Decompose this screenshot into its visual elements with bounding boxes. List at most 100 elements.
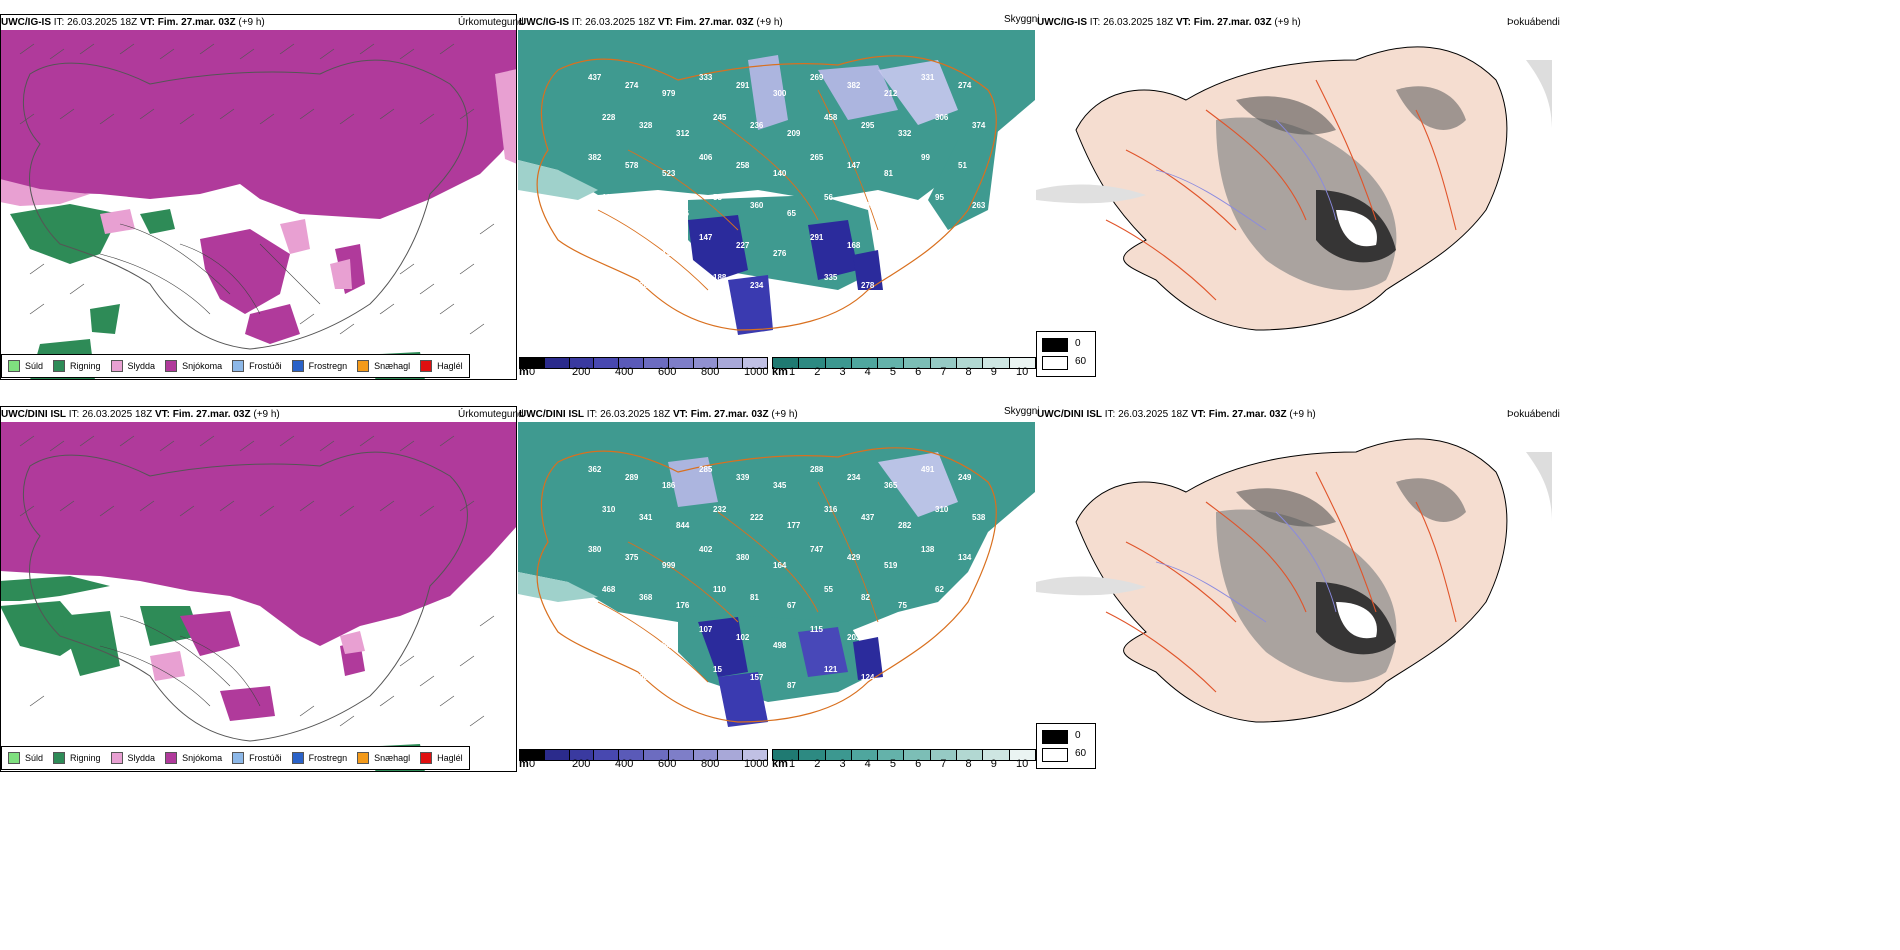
- legend-swatch: [53, 360, 66, 372]
- legend-swatch: [232, 360, 245, 372]
- visibility-value: 110: [713, 585, 726, 594]
- legend-item: Snæhagl: [357, 360, 410, 372]
- colorbar-segment: [643, 750, 669, 760]
- colorbar-segment: [957, 358, 984, 368]
- vt-value: Fim. 27.mar. 03Z: [157, 17, 236, 28]
- visibility-value: 844: [676, 521, 690, 530]
- visibility-value: 220: [884, 249, 898, 258]
- visibility-value: 177: [787, 521, 801, 530]
- vt-value: Fim. 27.mar. 03Z: [690, 409, 769, 420]
- height-unit: m: [519, 758, 529, 770]
- legend-swatch: [110, 360, 123, 372]
- colorbar-segment: [643, 358, 669, 368]
- visibility-value: 282: [898, 681, 912, 690]
- colorbar-segment: [851, 358, 879, 368]
- visibility-value: 65: [787, 209, 796, 218]
- legend-item: Haglél: [420, 360, 463, 372]
- visibility-value: 375: [625, 553, 639, 562]
- visibility-value: 72: [588, 625, 597, 634]
- colorbar-segment: [1009, 358, 1035, 368]
- lead-time: (+9 h): [771, 409, 798, 420]
- visibility-value: 291: [736, 81, 750, 90]
- visibility-value: 380: [588, 545, 602, 554]
- visibility-value: 203: [847, 633, 861, 642]
- lead-time: (+9 h): [253, 409, 280, 420]
- visibility-value: 58: [713, 193, 722, 202]
- visibility-value: 121: [824, 665, 838, 674]
- visibility-value: 117: [602, 193, 615, 202]
- visibility-value: 380: [736, 553, 750, 562]
- visibility-value: 115: [810, 625, 823, 634]
- colorbar-segment: [520, 750, 545, 760]
- it-label: IT:: [68, 409, 80, 420]
- colorbar-tick: 7: [940, 366, 947, 378]
- map-frame: [0, 406, 517, 772]
- visibility-value: 201: [861, 201, 875, 210]
- colorbar-segment: [930, 358, 958, 368]
- visibility-value: 265: [810, 153, 824, 162]
- visibility-value: 176: [676, 601, 690, 610]
- legend-item: Haglél: [420, 752, 463, 764]
- colorbar-tick: 9: [990, 366, 997, 378]
- visibility-value: 289: [625, 473, 639, 482]
- colorbar-tick: 200: [572, 758, 591, 770]
- legend-label: Rigning: [70, 361, 101, 371]
- colorbar-tick: 1: [789, 366, 796, 378]
- visibility-value: 49: [602, 665, 611, 674]
- visibility-value: 124: [861, 673, 875, 682]
- legend-swatch: [420, 360, 433, 372]
- legend-item: Súld: [8, 752, 43, 764]
- visibility-value: 382: [847, 81, 861, 90]
- fog-legend-swatch: [1042, 748, 1068, 762]
- legend-swatch: [357, 752, 370, 764]
- colorbar-segment: [619, 750, 644, 760]
- colorbar-tick: 4: [864, 366, 871, 378]
- colorbar-segment: [1009, 750, 1035, 760]
- legend-swatch: [8, 360, 20, 372]
- vis-unit: km: [772, 366, 788, 378]
- visibility-value: 295: [861, 121, 875, 130]
- vis-colorbar-bottom: [772, 749, 1036, 761]
- it-label: IT:: [53, 17, 65, 28]
- it-value: 26.03.2025 18Z: [585, 17, 656, 28]
- legend-swatch: [8, 752, 20, 764]
- colorbar-tick: 800: [701, 758, 720, 770]
- model-name: UWC/DINI ISL: [519, 409, 584, 420]
- visibility-value: 300: [773, 89, 787, 98]
- visibility-value: 979: [662, 89, 676, 98]
- visibility-value: 157: [750, 673, 764, 682]
- legend-swatch: [291, 360, 304, 372]
- legend-label: Frostúði: [249, 753, 282, 763]
- colorbar-segment: [799, 750, 826, 760]
- it-label: IT:: [571, 17, 583, 28]
- title-vis-top: Skyggni: [1004, 14, 1040, 25]
- colorbar-tick: 5: [889, 758, 896, 770]
- visibility-value: 134: [958, 553, 972, 562]
- header-precip-top: UWC/IG-IS IT: 26.03.2025 18Z VT: Fim. 27…: [1, 17, 265, 28]
- colorbar-segment: [693, 750, 719, 760]
- precip-type-map-bottom: [0, 406, 517, 772]
- map-frame: [0, 14, 517, 380]
- visibility-value: 147: [847, 161, 861, 170]
- visibility-value: 316: [824, 505, 838, 514]
- legend-item: Rigning: [53, 752, 101, 764]
- legend-label: Slydda: [127, 361, 156, 371]
- visibility-value: 285: [699, 465, 713, 474]
- visibility-value: 164: [773, 561, 787, 570]
- height-unit: m: [519, 366, 529, 378]
- it-value: 26.03.2025 18Z: [600, 409, 671, 420]
- colorbar-tick: 7: [940, 758, 947, 770]
- colorbar-segment: [668, 750, 694, 760]
- visibility-value: 291: [810, 233, 824, 242]
- colorbar-segment: [544, 358, 570, 368]
- model-name: UWC/DINI ISL: [1037, 409, 1102, 420]
- model-name: UWC/IG-IS: [1, 17, 51, 28]
- title-fog-bottom: Þokuábendi: [1507, 409, 1560, 420]
- vt-label: VT:: [139, 17, 155, 28]
- title-fog-top: Þokuábendi: [1507, 17, 1560, 28]
- legend-item: Frostregn: [291, 360, 347, 372]
- visibility-value: 54: [662, 641, 671, 650]
- visibility-value: 141: [935, 665, 949, 674]
- it-label: IT:: [1104, 409, 1116, 420]
- visibility-value: 523: [662, 169, 676, 178]
